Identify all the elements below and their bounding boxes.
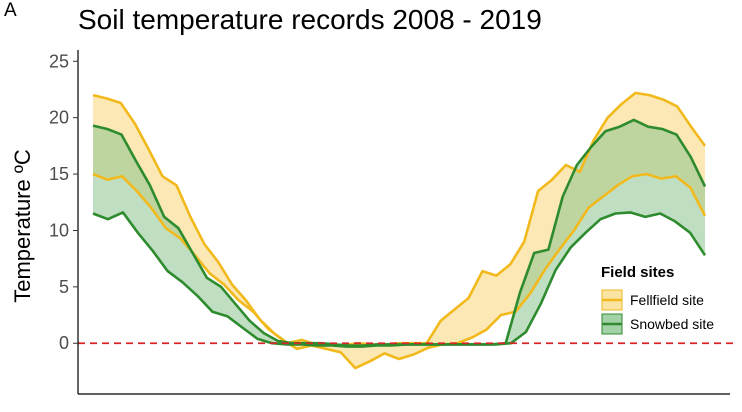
y-tick-label: 15 bbox=[49, 164, 69, 184]
panel-label: A bbox=[4, 0, 17, 21]
series-lines bbox=[92, 91, 707, 370]
y-tick-label: 10 bbox=[49, 220, 69, 240]
legend-title: Field sites bbox=[601, 264, 674, 281]
area-band-fellfield bbox=[93, 92, 705, 369]
legend: Field sites Fellfield site Snowbed site bbox=[601, 264, 714, 335]
y-axis-title: Temperature ºC bbox=[10, 149, 35, 303]
series-areas bbox=[93, 92, 705, 369]
y-tick-label: 20 bbox=[49, 108, 69, 128]
legend-label-fellfield: Fellfield site bbox=[630, 292, 704, 308]
y-tick-label: 25 bbox=[49, 51, 69, 71]
y-tick-label: 0 bbox=[59, 333, 69, 353]
legend-items: Fellfield site Snowbed site bbox=[601, 289, 714, 335]
area-band-snowbed bbox=[93, 119, 705, 347]
y-tick-label: 5 bbox=[59, 277, 69, 297]
legend-label-snowbed: Snowbed site bbox=[630, 316, 714, 332]
y-axis-ticks: 0 5 10 15 20 25 bbox=[49, 51, 78, 353]
chart-title: Soil temperature records 2008 - 2019 bbox=[78, 4, 542, 35]
series-line-snowbed-lower bbox=[92, 211, 707, 348]
